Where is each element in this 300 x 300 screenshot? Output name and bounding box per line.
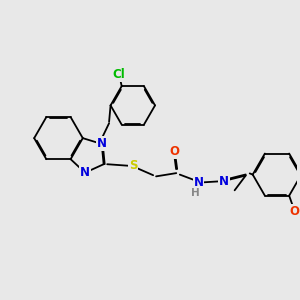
Text: H: H (191, 188, 200, 198)
Text: N: N (194, 176, 203, 189)
Text: N: N (80, 166, 90, 179)
Text: S: S (129, 159, 137, 172)
Text: N: N (97, 137, 107, 150)
Text: O: O (170, 145, 180, 158)
Text: Cl: Cl (112, 68, 125, 81)
Text: N: N (219, 175, 229, 188)
Text: O: O (290, 205, 299, 218)
